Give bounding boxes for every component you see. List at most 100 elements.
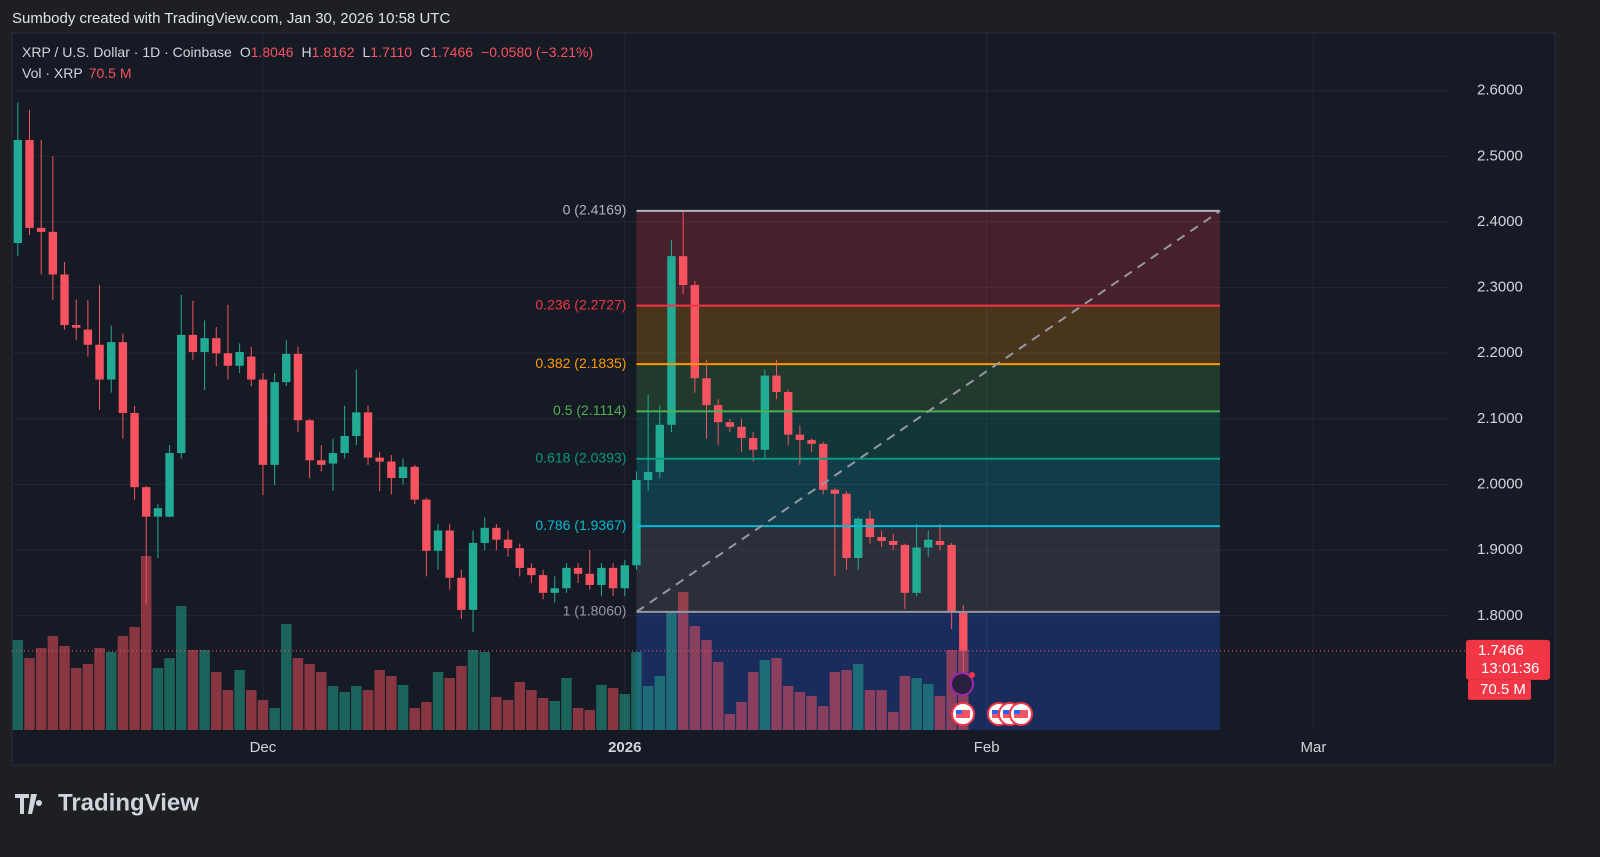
legend: XRP / U.S. Dollar · 1D · Coinbase O1.8046… [22,44,593,60]
candle-body [165,453,174,517]
candle-body [550,588,559,593]
volume-bar [887,711,899,730]
volume-bar [316,672,327,730]
fib-zone [636,458,1221,527]
volume-bar [327,685,339,730]
candle-body [83,329,93,345]
candle-body [620,565,629,589]
volume-bar [747,672,759,730]
volume-title: Vol · XRP [22,65,83,81]
volume-bar [140,556,152,730]
change: −0.0580 (−3.21%) [481,44,593,60]
volume-bar [806,695,817,730]
volume-bar [24,658,35,730]
volume-bar [666,611,677,730]
candle-body [317,460,326,465]
x-tick-label: Dec [250,739,277,756]
candle-body [889,540,898,545]
volume-bar [397,684,409,730]
candle-body [947,544,956,612]
volume-bar [94,647,105,730]
fib-label: 0.382 (2.1835) [535,355,626,371]
candle-body [60,274,69,326]
volume-bar [841,669,852,730]
candle-body [130,413,139,488]
volume-bar [432,672,444,730]
volume-bar [584,710,596,730]
volume-bar [829,672,841,730]
candle-body [410,466,419,500]
symbol: XRP / U.S. Dollar · 1D · Coinbase [22,44,232,60]
event-flag-stripes [1014,710,1028,718]
candle-body [608,567,618,589]
candle-body [223,353,233,366]
volume-bar [736,701,747,730]
candle-body [819,443,828,490]
ohlc-value: 1.8046 [251,44,294,60]
volume-bar [549,700,561,730]
fib-trend-line [635,210,1221,613]
volume-bar [911,678,922,730]
volume-bar [642,685,654,730]
event-flag-canton [1003,710,1009,714]
volume-bar [374,669,385,730]
candle-body [422,499,431,551]
y-tick-label: 2.1000 [1477,410,1523,427]
volume-bar [281,623,292,730]
candle-body [573,567,583,574]
candle-body [282,353,291,383]
volume-bar [187,649,199,730]
chart: XRP / U.S. Dollar · 1D · Coinbase O1.8046… [12,33,1550,756]
candle-body [387,461,396,478]
ohlc-key: O [240,44,251,60]
y-tick-label: 1.9000 [1477,541,1523,558]
volume-bar [35,647,47,730]
candle-body [702,378,711,406]
volume-bar [934,695,946,730]
candle-body [760,375,770,450]
candle-body [433,530,443,551]
volume-bar [631,652,642,730]
event-flag-canton [992,710,998,714]
volume-bar [596,684,607,730]
fib-label: 0.5 (2.1114) [553,402,626,418]
candle-body [71,325,81,328]
y-tick-label: 2.6000 [1477,82,1523,99]
candle-body [854,518,863,559]
volume-bar [771,658,782,730]
candle-body [900,544,910,593]
logo-icon [15,794,43,814]
volume-bar [514,681,525,730]
candle-body [142,487,151,517]
candle-body [597,567,606,585]
volume-bar [876,690,887,730]
ohlc-key: H [302,44,312,60]
volume-bar [421,701,432,730]
volume-bar [724,713,736,730]
candle-body [293,353,303,421]
volume-bar [70,668,82,730]
candle-body [585,573,594,585]
candle-body [328,453,338,464]
volume-bar [339,691,350,730]
candle-body [632,479,641,566]
volume-bar [59,646,70,730]
volume-bar [292,658,304,730]
caption: Sumbody created with TradingView.com, Ja… [12,10,450,27]
ideas-icon [950,672,974,696]
candle-body [725,422,735,427]
ohlc-key: L [363,44,371,60]
candle-body [667,256,676,425]
candle-body [492,527,501,540]
volume-bar [409,707,420,730]
candle-body [538,575,548,593]
volume-bar [175,605,187,730]
candle-body [375,457,384,462]
candle-body [188,334,198,352]
volume-bar [82,663,94,730]
candle-body [690,285,700,379]
chart-pane [11,32,1556,766]
candle-body [247,356,256,380]
ohlc-key: C [420,44,430,60]
candle-body [235,351,244,366]
